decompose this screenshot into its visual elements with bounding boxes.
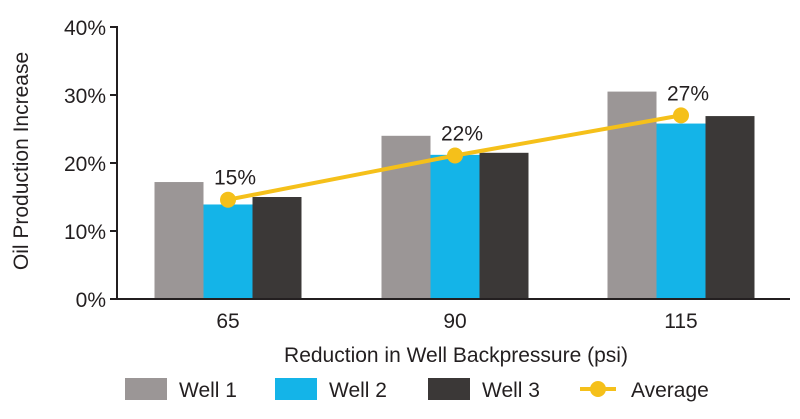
bar-well-3-65: [252, 197, 302, 299]
bar-well-3-90: [479, 152, 529, 299]
legend: Well 1 Well 2 Well 3 Average: [125, 378, 709, 402]
legend-label-well-1: Well 1: [179, 379, 237, 402]
y-tick-label: 10%: [64, 221, 106, 244]
average-point-90: [447, 147, 463, 164]
legend-swatch-well-1: [125, 378, 167, 400]
legend-swatch-well-3: [428, 378, 470, 400]
x-tick-label: 115: [664, 310, 697, 333]
legend-swatch-well-2: [275, 378, 317, 400]
x-tick-label: 65: [216, 310, 239, 333]
data-labels-layer: 15% 22% 27%: [214, 82, 709, 189]
average-point-115: [673, 107, 689, 124]
y-tick-label: 30%: [64, 85, 106, 108]
y-tick-label: 0%: [76, 289, 106, 312]
legend-marker-average: [590, 381, 606, 397]
average-data-label: 15%: [214, 167, 256, 190]
y-tick-label: 20%: [64, 153, 106, 176]
bar-well-2-90: [430, 154, 480, 299]
bar-well-2-65: [203, 204, 253, 299]
average-point-65: [220, 191, 236, 208]
axes-layer: 0% 10% 20% 30% 40% 65 90 115: [64, 17, 790, 333]
average-line-layer: [220, 107, 689, 208]
legend-label-average: Average: [631, 379, 709, 402]
x-tick-label: 90: [443, 310, 466, 333]
average-data-label: 27%: [667, 82, 709, 105]
bar-well-1-65: [154, 182, 204, 299]
y-axis-title: Oil Production Increase: [10, 52, 33, 270]
x-axis-title: Reduction in Well Backpressure (psi): [284, 344, 628, 367]
legend-label-well-2: Well 2: [329, 379, 387, 402]
y-tick-label: 40%: [64, 17, 106, 40]
bar-well-3-115: [705, 116, 755, 299]
average-data-label: 22%: [441, 123, 483, 146]
bar-well-2-115: [656, 123, 706, 299]
legend-label-well-3: Well 3: [482, 379, 540, 402]
